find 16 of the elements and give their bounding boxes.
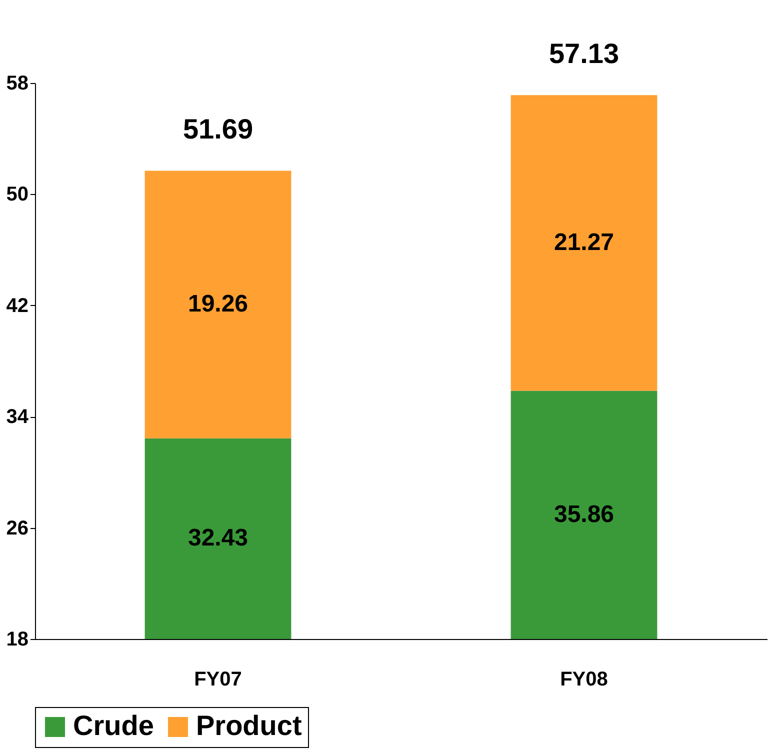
legend-label: Crude (73, 710, 154, 741)
legend-label: Product (196, 710, 302, 741)
y-tick-label: 26 (6, 517, 28, 540)
data-label: 35.86 (554, 500, 614, 528)
y-tick-label: 58 (6, 72, 28, 94)
y-tick-label: 34 (6, 406, 30, 428)
x-tick-label: FY08 (560, 668, 608, 690)
data-label: 21.27 (554, 228, 614, 256)
total-label: 51.69 (182, 114, 254, 145)
data-label: 32.43 (188, 524, 248, 552)
y-tick-label: 50 (6, 184, 28, 206)
y-tick-label: 18 (6, 628, 28, 650)
y-tick-label: 42 (6, 294, 28, 317)
total-label: 57.13 (548, 38, 620, 70)
data-label: 19.26 (188, 290, 248, 318)
x-tick-label: FY07 (194, 668, 242, 690)
